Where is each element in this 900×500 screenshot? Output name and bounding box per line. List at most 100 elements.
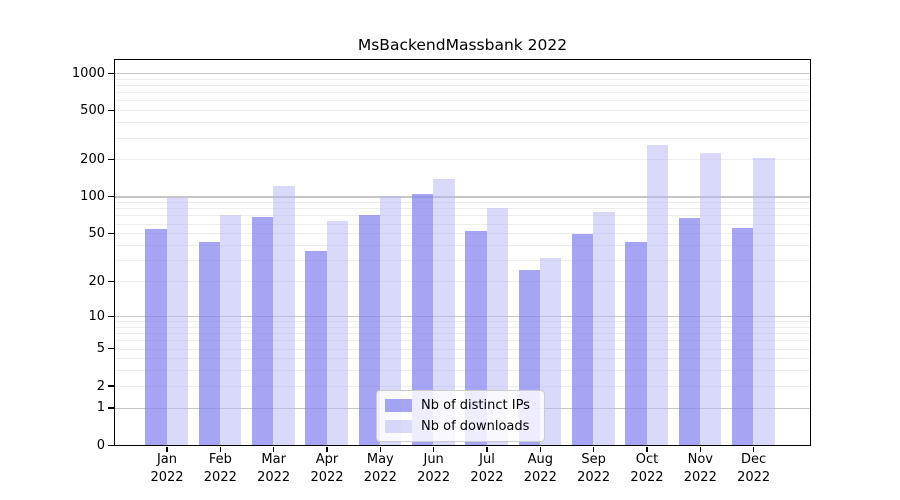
minor-gridline: [115, 340, 810, 342]
y-tick-label: 1: [96, 400, 105, 416]
plot-area: Nb of distinct IPs Nb of downloads: [114, 59, 811, 446]
minor-gridline: [115, 92, 810, 94]
x-tick-label: Dec 2022: [737, 452, 771, 485]
x-tick-label: Feb 2022: [203, 452, 237, 485]
y-tick-label: 5: [96, 341, 105, 357]
y-tick-label: 10: [88, 308, 105, 324]
bar-nb-of-downloads-dec: [753, 158, 775, 445]
legend-swatch-downloads-icon: [385, 420, 412, 433]
y-tick: [108, 232, 115, 235]
minor-gridline: [115, 202, 810, 204]
y-tick-label: 1000: [71, 65, 105, 81]
bar-nb-of-downloads-sep: [593, 211, 615, 445]
bar-nb-of-downloads-oct: [646, 145, 669, 445]
minor-gridline: [115, 223, 810, 225]
x-tick: [539, 446, 541, 452]
legend-label-distinct-ips: Nb of distinct IPs: [421, 398, 530, 413]
x-tick: [326, 446, 328, 452]
y-tick: [108, 72, 115, 74]
bar-nb-of-distinct-ips-oct: [625, 242, 647, 445]
y-tick-label: 500: [80, 103, 105, 119]
y-tick-label: 50: [88, 226, 105, 242]
minor-gridline: [115, 321, 810, 322]
bar-nb-of-distinct-ips-mar: [251, 216, 274, 445]
minor-gridline: [115, 370, 810, 372]
minor-gridline: [115, 348, 810, 350]
y-tick-label: 200: [80, 152, 105, 168]
x-tick: [646, 446, 648, 452]
minor-gridline: [115, 245, 810, 246]
minor-gridline: [115, 110, 810, 112]
bar-nb-of-downloads-jul: [486, 207, 509, 445]
x-tick-label: May 2022: [363, 452, 397, 485]
bar-nb-of-downloads-jan: [166, 197, 189, 445]
minor-gridline: [115, 333, 810, 335]
bar-nb-of-downloads-aug: [540, 258, 562, 445]
x-tick-label: Jul 2022: [470, 452, 504, 485]
y-tick: [108, 444, 115, 446]
bar-nb-of-distinct-ips-dec: [731, 228, 754, 445]
chart-title: MsBackendMassbank 2022: [357, 36, 568, 54]
minor-gridline: [115, 260, 810, 262]
minor-gridline: [115, 84, 810, 86]
minor-gridline: [115, 100, 810, 102]
bar-nb-of-distinct-ips-feb: [198, 242, 221, 445]
major-gridline: [115, 315, 810, 318]
x-tick: [486, 446, 488, 452]
x-tick: [219, 446, 221, 452]
x-tick: [752, 446, 755, 452]
y-tick: [108, 348, 115, 350]
x-tick: [273, 446, 275, 452]
bar-nb-of-downloads-feb: [220, 215, 242, 445]
bar-nb-of-distinct-ips-may: [358, 214, 380, 445]
bar-nb-of-downloads-apr: [326, 221, 349, 445]
major-gridline: [115, 196, 810, 198]
x-tick: [699, 446, 701, 452]
bar-nb-of-downloads-nov: [700, 153, 722, 445]
legend-item-downloads: Nb of downloads: [385, 416, 530, 437]
legend-label-downloads: Nb of downloads: [421, 419, 530, 434]
x-tick-label: Sep 2022: [577, 452, 611, 485]
x-tick-label: Nov 2022: [683, 452, 717, 485]
y-tick-label: 2: [96, 378, 105, 394]
bar-nb-of-downloads-may: [380, 195, 402, 445]
y-tick: [108, 159, 115, 161]
y-tick: [108, 315, 115, 317]
x-tick-label: Oct 2022: [630, 452, 664, 485]
bar-nb-of-downloads-mar: [273, 185, 295, 445]
bar-nb-of-distinct-ips-apr: [305, 250, 327, 445]
minor-gridline: [115, 358, 810, 360]
bar-nb-of-distinct-ips-nov: [678, 217, 700, 445]
minor-gridline: [115, 233, 810, 235]
x-tick: [379, 446, 381, 452]
x-tick: [592, 446, 595, 452]
minor-gridline: [115, 208, 810, 210]
y-tick: [108, 280, 115, 282]
bar-nb-of-distinct-ips-jun: [411, 193, 434, 445]
minor-gridline: [115, 326, 810, 328]
x-tick-label: Mar 2022: [257, 452, 291, 485]
minor-gridline: [115, 122, 810, 124]
y-tick-label: 0: [96, 437, 105, 453]
x-tick: [166, 446, 168, 452]
legend-item-distinct-ips: Nb of distinct IPs: [385, 395, 530, 416]
minor-gridline: [115, 281, 810, 283]
minor-gridline: [115, 78, 810, 80]
major-gridline: [115, 72, 810, 75]
x-tick-label: Aug 2022: [523, 452, 557, 485]
minor-gridline: [115, 137, 810, 139]
y-tick: [108, 385, 115, 387]
minor-gridline: [115, 215, 810, 217]
y-tick: [108, 196, 115, 198]
x-tick-label: Jan 2022: [150, 452, 184, 485]
minor-gridline: [115, 385, 810, 387]
y-tick: [108, 407, 115, 409]
x-tick: [433, 446, 435, 452]
legend-swatch-distinct-ips-icon: [385, 399, 412, 412]
bar-nb-of-distinct-ips-sep: [571, 234, 594, 445]
legend: Nb of distinct IPs Nb of downloads: [376, 390, 545, 442]
y-tick-label: 20: [88, 273, 105, 289]
x-tick-label: Jun 2022: [417, 452, 451, 485]
x-tick-label: Apr 2022: [310, 452, 344, 485]
